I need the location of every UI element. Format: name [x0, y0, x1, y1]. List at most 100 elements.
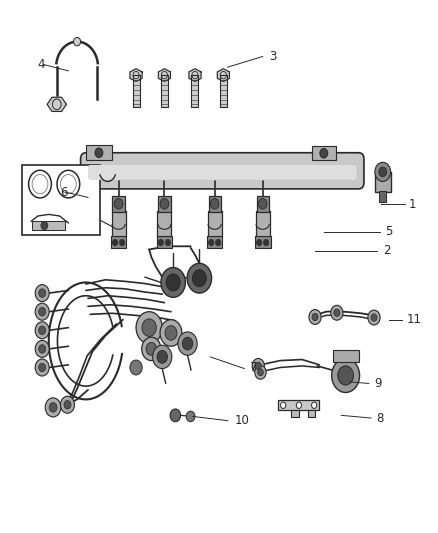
Circle shape [157, 351, 167, 364]
Circle shape [45, 398, 61, 417]
Circle shape [258, 369, 263, 376]
Bar [375, 172, 391, 192]
Bar [191, 75, 198, 107]
Circle shape [35, 285, 49, 302]
Bar [208, 196, 221, 212]
Bar [86, 146, 112, 160]
Circle shape [39, 289, 46, 297]
Circle shape [182, 337, 193, 350]
Polygon shape [47, 97, 67, 111]
Bar [32, 221, 65, 230]
Circle shape [331, 305, 343, 320]
Circle shape [192, 270, 206, 287]
Text: 6: 6 [60, 185, 67, 199]
Bar [255, 236, 271, 248]
Text: 2: 2 [383, 244, 390, 257]
Circle shape [142, 337, 161, 361]
Circle shape [165, 239, 170, 246]
Bar [291, 409, 299, 417]
Circle shape [264, 239, 269, 246]
FancyBboxPatch shape [81, 153, 364, 189]
Circle shape [255, 362, 261, 369]
Text: 10: 10 [234, 414, 249, 427]
Bar [220, 75, 227, 107]
Polygon shape [130, 69, 142, 82]
Circle shape [258, 198, 267, 209]
Circle shape [74, 37, 81, 46]
Circle shape [160, 198, 169, 209]
Bar [112, 211, 126, 237]
Bar [257, 196, 269, 212]
Text: 3: 3 [269, 50, 276, 63]
Circle shape [210, 198, 219, 209]
Circle shape [187, 263, 212, 293]
Circle shape [35, 322, 49, 339]
Polygon shape [189, 69, 201, 82]
Circle shape [114, 198, 123, 209]
Bar [133, 75, 140, 107]
Circle shape [146, 343, 157, 356]
Circle shape [208, 239, 214, 246]
Circle shape [338, 366, 353, 385]
Text: 9: 9 [374, 377, 381, 390]
Circle shape [35, 341, 49, 358]
Bar [207, 236, 223, 248]
Circle shape [165, 326, 177, 340]
Circle shape [161, 268, 185, 297]
Circle shape [158, 239, 163, 246]
Circle shape [281, 402, 286, 408]
Circle shape [332, 359, 360, 392]
Circle shape [178, 332, 197, 356]
Bar [332, 351, 359, 362]
Circle shape [95, 148, 103, 158]
Bar [379, 191, 386, 201]
Bar [256, 211, 270, 237]
Circle shape [309, 310, 321, 325]
Circle shape [152, 345, 172, 368]
Polygon shape [217, 69, 230, 82]
Circle shape [136, 312, 162, 344]
Bar [21, 165, 100, 235]
Bar [111, 236, 127, 248]
Circle shape [41, 221, 48, 230]
Text: 1: 1 [409, 198, 417, 211]
Text: 8: 8 [376, 411, 384, 424]
Circle shape [39, 364, 46, 372]
Text: 7: 7 [250, 361, 257, 374]
Circle shape [252, 359, 265, 373]
Circle shape [215, 239, 221, 246]
Circle shape [64, 400, 71, 409]
Circle shape [368, 310, 380, 325]
Circle shape [311, 402, 317, 408]
Circle shape [142, 319, 156, 336]
Bar [161, 75, 168, 107]
Circle shape [255, 366, 266, 379]
Circle shape [120, 239, 125, 246]
Bar [157, 211, 171, 237]
Bar [156, 236, 172, 248]
Circle shape [371, 314, 377, 321]
Circle shape [39, 345, 46, 353]
Circle shape [160, 320, 182, 346]
FancyBboxPatch shape [88, 165, 357, 180]
Text: 4: 4 [38, 58, 45, 71]
Circle shape [170, 409, 180, 422]
Bar [307, 409, 315, 417]
Circle shape [35, 303, 49, 320]
Circle shape [113, 239, 118, 246]
Circle shape [312, 313, 318, 321]
Circle shape [296, 402, 301, 408]
Bar [311, 147, 336, 160]
Circle shape [186, 411, 195, 422]
Polygon shape [159, 69, 170, 82]
Circle shape [166, 274, 180, 291]
Bar [113, 196, 125, 212]
Circle shape [35, 359, 49, 376]
Bar [278, 400, 319, 410]
Circle shape [320, 149, 328, 158]
Circle shape [60, 396, 74, 413]
Circle shape [39, 326, 46, 335]
Circle shape [379, 167, 387, 176]
Bar [158, 196, 170, 212]
Circle shape [130, 360, 142, 375]
